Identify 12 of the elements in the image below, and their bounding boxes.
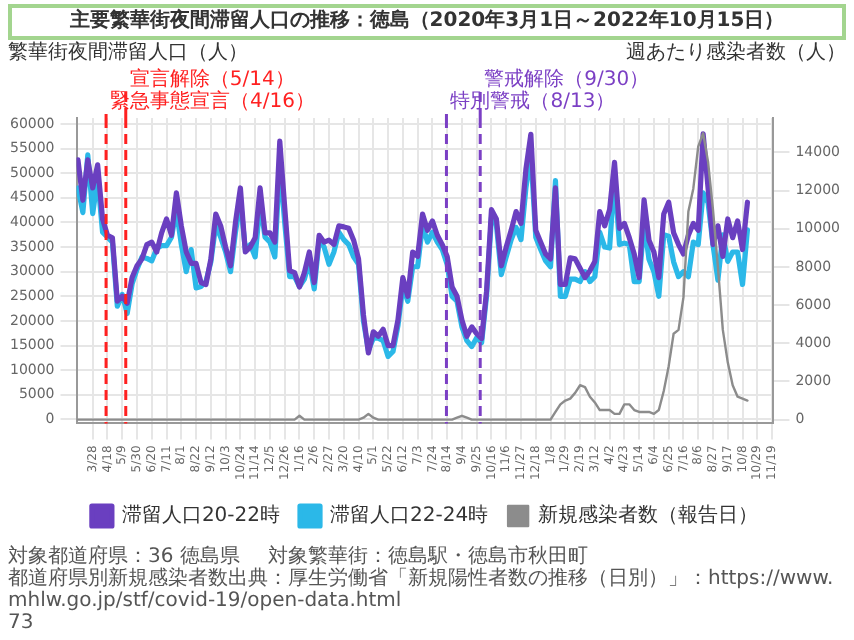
y2-axis-title: 週あたり感染者数（人） [626, 42, 846, 66]
legend-label: 滞留人口22-24時 [330, 503, 489, 528]
y-axis-title: 繁華街夜間滞留人口（人） [8, 42, 248, 66]
text: 対象都道府県：36 徳島県 [8, 546, 240, 568]
ref-line-label: 警戒解除（9/30） [484, 67, 650, 92]
text: 都道府県別新規感染者数出典：厚生労働省「新規陽性者数の推移（日別）」：https://www.mhlw.go.jp/stf/covid-19/open-data.html [8, 568, 836, 612]
legend-label: 滞留人口20-22時 [121, 503, 281, 528]
ref-line-label: 宣言解除（5/14） [129, 67, 295, 92]
legend-label: 新規感染者数（報告日） [538, 503, 759, 528]
chart-title: 主要繁華街夜間滞留人口の推移：徳島（2020年3月1日～2022年10月15日） [8, 4, 846, 40]
text: 対象繁華街：徳島駅・徳島市秋田町 [267, 546, 588, 568]
text: 73 [8, 612, 34, 634]
